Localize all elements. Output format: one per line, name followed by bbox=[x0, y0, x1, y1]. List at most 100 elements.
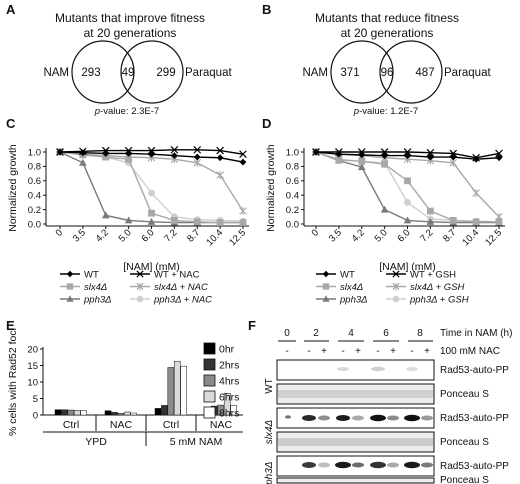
blot-wt-rad53-label: Rad53-auto-PP bbox=[440, 365, 509, 376]
data-point bbox=[449, 217, 457, 224]
category-label: Ctrl bbox=[63, 419, 79, 431]
y-axis-label: Normalized growth bbox=[265, 144, 277, 232]
band bbox=[278, 438, 433, 446]
data-point bbox=[216, 219, 224, 226]
data-point bbox=[170, 217, 178, 224]
data-point bbox=[472, 218, 480, 226]
x-tick-label: 7.2 bbox=[162, 227, 179, 244]
legend-swatch bbox=[203, 374, 216, 387]
data-point bbox=[102, 150, 110, 157]
legend-marker bbox=[66, 283, 74, 290]
bar bbox=[223, 392, 231, 416]
band bbox=[335, 461, 351, 469]
legend-marker bbox=[66, 295, 74, 302]
venn-b-left-circle bbox=[330, 40, 394, 104]
panel-label-a: A bbox=[6, 2, 16, 17]
x-tick-label: 12.5 bbox=[483, 227, 504, 248]
data-point bbox=[426, 153, 434, 161]
strain-pph3: pph3Δ bbox=[264, 461, 275, 484]
legend-marker bbox=[136, 295, 144, 303]
venn-b-pvalue-p: p bbox=[353, 106, 359, 117]
y-tick-label: 0.2 bbox=[28, 205, 41, 216]
data-point bbox=[381, 152, 389, 159]
band bbox=[404, 414, 420, 422]
y-tick-label: 5 bbox=[33, 394, 38, 405]
time-4: 4 bbox=[348, 328, 354, 339]
venn-a-right-name: Paraquat bbox=[185, 67, 232, 79]
venn-a-pvalue-text: -value: 2.3E-7 bbox=[100, 106, 159, 117]
y-tick-label: 0.0 bbox=[286, 219, 299, 230]
legend-swatch bbox=[203, 342, 216, 355]
legend-label: pph3Δ bbox=[339, 294, 368, 305]
nac-sign-0: - bbox=[285, 346, 288, 357]
data-point bbox=[335, 148, 343, 156]
blot-pph3-ponceau-frame bbox=[276, 477, 435, 484]
bar bbox=[130, 412, 137, 416]
nac-sign-8p: + bbox=[424, 346, 430, 357]
data-point bbox=[124, 146, 133, 155]
blot-wt-ponceau bbox=[276, 383, 435, 405]
legend-label: pph3Δ + GSH bbox=[409, 294, 469, 305]
bar bbox=[104, 410, 112, 416]
venn-a-left-circle bbox=[71, 40, 135, 104]
x-tick-label: 4.2 bbox=[350, 227, 367, 244]
band bbox=[337, 367, 349, 371]
venn-b-overlap: 96 bbox=[381, 67, 394, 79]
data-point bbox=[147, 217, 156, 225]
band bbox=[336, 415, 350, 421]
nac-sign-6m: - bbox=[376, 346, 379, 357]
data-point bbox=[449, 149, 458, 158]
venn-b-title-line1: Mutants that reduce fitness bbox=[315, 11, 459, 25]
venn-b-right-only: 487 bbox=[415, 67, 434, 79]
x-axis-label: [NAM] (mM) bbox=[379, 261, 436, 273]
data-point bbox=[472, 189, 480, 197]
strain-wt: WT bbox=[264, 378, 275, 394]
data-point bbox=[426, 207, 434, 215]
x-tick-label: 5.0 bbox=[373, 227, 390, 244]
band bbox=[285, 415, 291, 419]
data-point bbox=[426, 217, 435, 225]
y-tick-label: 1.0 bbox=[286, 147, 299, 158]
data-point bbox=[239, 158, 247, 166]
band bbox=[278, 390, 433, 398]
blot-slx4-rad53 bbox=[276, 407, 435, 429]
y-tick-label: 10 bbox=[27, 377, 38, 388]
data-point bbox=[472, 153, 480, 162]
x-tick-label: 12.5 bbox=[227, 227, 248, 248]
nac-sign-2p: + bbox=[321, 346, 327, 357]
y-tick-label: 0 bbox=[33, 410, 38, 421]
data-point bbox=[56, 148, 64, 156]
legend-label: 2hrs bbox=[219, 360, 239, 372]
band bbox=[352, 415, 364, 421]
data-point bbox=[335, 156, 343, 164]
nac-sign-8m: - bbox=[410, 346, 413, 357]
nac-sign-2m: - bbox=[307, 346, 310, 357]
data-point bbox=[357, 148, 366, 156]
time-0: 0 bbox=[284, 328, 290, 339]
data-point bbox=[381, 160, 389, 168]
legend-label: WT bbox=[340, 269, 355, 280]
venn-a-left-only: 293 bbox=[81, 67, 100, 79]
data-point bbox=[79, 147, 87, 156]
band bbox=[406, 367, 418, 371]
bar bbox=[123, 411, 131, 416]
data-point bbox=[148, 189, 155, 197]
band bbox=[370, 414, 386, 422]
blot-pph3-ponceau-label: Ponceau S bbox=[440, 475, 489, 484]
data-point bbox=[239, 150, 247, 158]
x-tick-label: 8.7 bbox=[185, 227, 202, 244]
venn-b-pvalue-text: -value: 1.2E-7 bbox=[359, 106, 418, 117]
x-tick-label: 10.4 bbox=[204, 227, 225, 248]
venn-b-right-circle bbox=[379, 40, 443, 104]
category-label: NAC bbox=[110, 419, 133, 431]
data-point bbox=[193, 146, 202, 154]
data-point bbox=[404, 199, 411, 206]
data-point bbox=[101, 211, 110, 219]
nac-sign-6p: + bbox=[390, 346, 396, 357]
bar bbox=[54, 409, 62, 416]
legend-label: 4hrs bbox=[219, 376, 239, 388]
data-point bbox=[239, 219, 247, 226]
chart-d: 0.0 0.2 0.4 0.6 0.8 1.0 0 3.5 4.2 5.0 6.0 7.2 8.7 10.… bbox=[265, 144, 505, 305]
venn-b-left-name: NAM bbox=[302, 67, 328, 79]
legend-label: 8hrs bbox=[219, 408, 239, 420]
